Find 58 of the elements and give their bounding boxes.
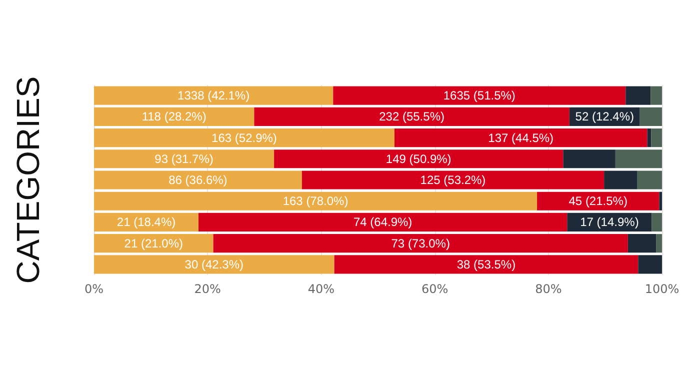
x-tick-label: 80% [535, 282, 562, 296]
bar [651, 128, 662, 148]
bar [537, 192, 660, 210]
x-tick-label: 40% [308, 282, 335, 296]
bar [626, 86, 651, 105]
bar [563, 150, 616, 168]
bar [637, 170, 662, 190]
bar [254, 107, 570, 126]
x-tick-label: 100% [644, 282, 680, 296]
data-label: 30 (42.3%) [184, 257, 244, 272]
bar [652, 212, 662, 232]
bar [394, 128, 648, 148]
data-label: 73 (73.0%) [391, 236, 450, 250]
data-label: 45 (21.5%) [568, 194, 628, 208]
bar [659, 192, 662, 210]
bar [274, 150, 564, 168]
data-label: 38 (53.5%) [456, 257, 516, 272]
data-label: 1338 (42.1%) [178, 88, 250, 103]
bar [94, 192, 538, 210]
bar [94, 128, 394, 148]
bar [94, 255, 334, 274]
bar [198, 212, 568, 232]
data-label: 125 (53.2%) [420, 173, 486, 187]
x-tick-label: 0% [84, 282, 104, 296]
bar [656, 234, 662, 253]
bar [628, 234, 656, 253]
bar [615, 150, 662, 168]
data-label: 163 (78.0%) [282, 194, 348, 208]
bar [94, 86, 334, 105]
data-label: 17 (14.9%) [580, 215, 639, 230]
data-label: 1635 (51.5%) [443, 88, 516, 103]
data-label: 118 (28.2%) [142, 110, 206, 124]
bar [333, 86, 626, 105]
bar [94, 150, 274, 168]
bar [213, 234, 628, 253]
bar [638, 255, 662, 274]
bar [94, 234, 214, 253]
data-label: 21 (18.4%) [116, 215, 176, 230]
data-label: 163 (52.9%) [212, 130, 277, 145]
data-label: 93 (31.7%) [154, 152, 214, 166]
data-label: 137 (44.5%) [488, 130, 554, 145]
bar [94, 107, 254, 126]
bar [650, 86, 662, 105]
bar [604, 170, 638, 190]
data-label: 149 (50.9%) [386, 152, 452, 166]
data-label: 232 (55.5%) [379, 110, 444, 124]
x-tick-label: 60% [421, 282, 448, 296]
data-label: 21 (21.0%) [124, 236, 183, 250]
data-label: 74 (64.9%) [353, 215, 412, 230]
data-label: 52 (12.4%) [575, 110, 634, 124]
bar [94, 170, 302, 190]
y-axis-title: CATEGORIES [10, 76, 46, 284]
bar [334, 255, 638, 274]
data-label: 86 (36.6%) [168, 173, 228, 187]
bar [302, 170, 604, 190]
x-tick-label: 20% [194, 282, 221, 296]
bar [640, 107, 662, 126]
bar [647, 128, 652, 148]
